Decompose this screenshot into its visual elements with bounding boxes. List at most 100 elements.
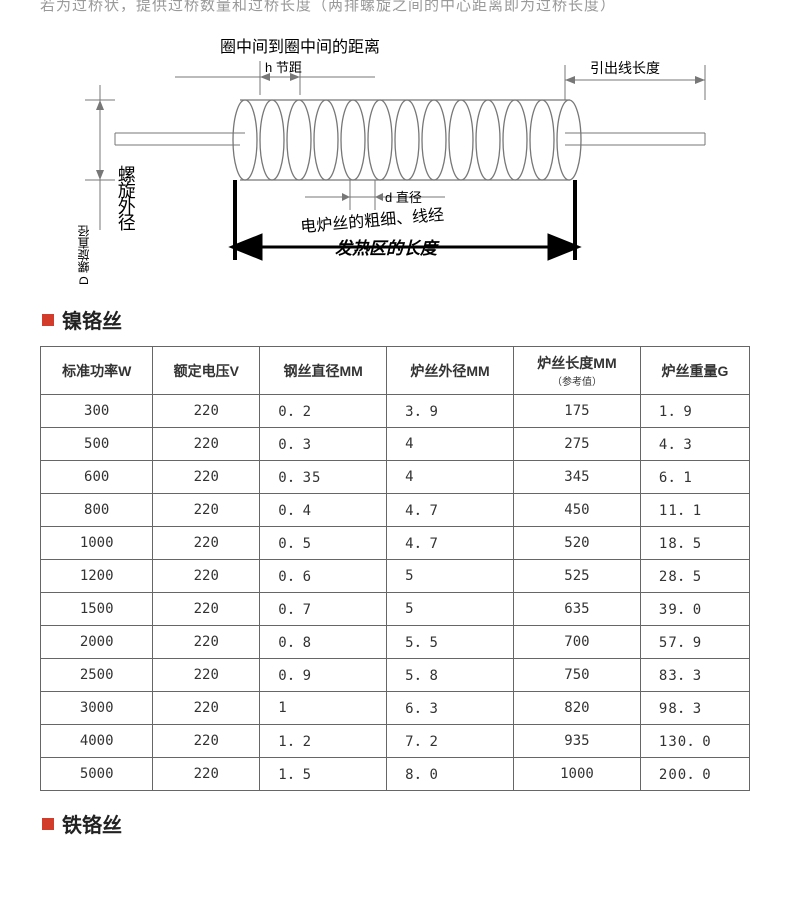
table-cell: 11．1 <box>640 494 749 527</box>
table-row: 15002200．7563539．0 <box>41 593 750 626</box>
table-cell: 220 <box>153 395 260 428</box>
section-title-text: 镍铬丝 <box>62 305 122 334</box>
col-header: 额定电压V <box>153 347 260 395</box>
col-header: 炉丝长度MM（参考值） <box>514 347 641 395</box>
table-cell: 0．5 <box>260 527 387 560</box>
table-cell: 5 <box>387 560 514 593</box>
table-cell: 1000 <box>41 527 153 560</box>
table-cell: 0．6 <box>260 560 387 593</box>
table-cell: 1．2 <box>260 725 387 758</box>
table-cell: 4．7 <box>387 527 514 560</box>
col-header: 钢丝直径MM <box>260 347 387 395</box>
spec-table: 标准功率W额定电压V钢丝直径MM炉丝外径MM炉丝长度MM（参考值）炉丝重量G 3… <box>40 346 750 791</box>
table-cell: 520 <box>514 527 641 560</box>
col-header: 炉丝重量G <box>640 347 749 395</box>
table-cell: 0．2 <box>260 395 387 428</box>
table-cell: 220 <box>153 593 260 626</box>
table-cell: 175 <box>514 395 641 428</box>
table-cell: 220 <box>153 626 260 659</box>
table-cell: 130．0 <box>640 725 749 758</box>
table-cell: 220 <box>153 527 260 560</box>
table-cell: 83．3 <box>640 659 749 692</box>
table-row: 5002200．342754．3 <box>41 428 750 461</box>
table-cell: 5000 <box>41 758 153 791</box>
table-cell: 935 <box>514 725 641 758</box>
table-cell: 220 <box>153 428 260 461</box>
label-D: D 螺旋直径 <box>75 225 92 285</box>
table-row: 8002200．44．745011．1 <box>41 494 750 527</box>
table-cell: 4000 <box>41 725 153 758</box>
section-fecr: 铁铬丝 <box>42 809 750 838</box>
col-header: 炉丝外径MM <box>387 347 514 395</box>
table-cell: 220 <box>153 758 260 791</box>
label-heat-zone: 发热区的长度 <box>335 234 437 259</box>
table-cell: 700 <box>514 626 641 659</box>
table-cell: 0．3 <box>260 428 387 461</box>
section-title-text: 铁铬丝 <box>62 809 122 838</box>
table-row: 25002200．95．875083．3 <box>41 659 750 692</box>
top-note: 若为过桥状，提供过桥数量和过桥长度（两排螺旋之间的中心距离即为过桥长度） <box>40 0 750 15</box>
table-cell: 220 <box>153 725 260 758</box>
table-cell: 3．9 <box>387 395 514 428</box>
table-row: 300022016．382098．3 <box>41 692 750 725</box>
table-cell: 0．8 <box>260 626 387 659</box>
table-cell: 18．5 <box>640 527 749 560</box>
table-cell: 98．3 <box>640 692 749 725</box>
table-cell: 1．5 <box>260 758 387 791</box>
table-cell: 1 <box>260 692 387 725</box>
coil-diagram: 圈中间到圈中间的距离 h 节距 引出线长度 D 螺旋直径 螺旋外径 d 直径 电… <box>45 25 745 285</box>
table-cell: 4 <box>387 428 514 461</box>
table-cell: 450 <box>514 494 641 527</box>
table-cell: 4．3 <box>640 428 749 461</box>
label-lead: 引出线长度 <box>590 58 660 78</box>
table-cell: 4 <box>387 461 514 494</box>
table-cell: 5．5 <box>387 626 514 659</box>
table-cell: 0．35 <box>260 461 387 494</box>
table-cell: 820 <box>514 692 641 725</box>
table-body: 3002200．23．91751．95002200．342754．3600220… <box>41 395 750 791</box>
table-cell: 1200 <box>41 560 153 593</box>
table-cell: 7．2 <box>387 725 514 758</box>
table-cell: 0．4 <box>260 494 387 527</box>
table-cell: 4．7 <box>387 494 514 527</box>
table-cell: 220 <box>153 659 260 692</box>
table-row: 50002201．58．01000200．0 <box>41 758 750 791</box>
bullet-icon <box>42 818 54 830</box>
col-subnote: （参考值） <box>518 373 636 388</box>
table-cell: 6．1 <box>640 461 749 494</box>
table-cell: 6．3 <box>387 692 514 725</box>
table-cell: 39．0 <box>640 593 749 626</box>
table-row: 20002200．85．570057．9 <box>41 626 750 659</box>
label-outer-dia: 螺旋外径 <box>115 165 135 229</box>
table-cell: 220 <box>153 560 260 593</box>
table-header-row: 标准功率W额定电压V钢丝直径MM炉丝外径MM炉丝长度MM（参考值）炉丝重量G <box>41 347 750 395</box>
table-cell: 500 <box>41 428 153 461</box>
label-top: 圈中间到圈中间的距离 <box>220 33 380 57</box>
table-cell: 750 <box>514 659 641 692</box>
table-row: 10002200．54．752018．5 <box>41 527 750 560</box>
table-cell: 525 <box>514 560 641 593</box>
table-cell: 300 <box>41 395 153 428</box>
table-cell: 600 <box>41 461 153 494</box>
table-cell: 800 <box>41 494 153 527</box>
table-cell: 635 <box>514 593 641 626</box>
table-row: 3002200．23．91751．9 <box>41 395 750 428</box>
table-cell: 8．0 <box>387 758 514 791</box>
table-cell: 200．0 <box>640 758 749 791</box>
table-cell: 1000 <box>514 758 641 791</box>
table-cell: 57．9 <box>640 626 749 659</box>
col-header: 标准功率W <box>41 347 153 395</box>
table-cell: 5．8 <box>387 659 514 692</box>
table-cell: 28．5 <box>640 560 749 593</box>
table-cell: 220 <box>153 494 260 527</box>
table-cell: 0．7 <box>260 593 387 626</box>
table-cell: 0．9 <box>260 659 387 692</box>
table-row: 12002200．6552528．5 <box>41 560 750 593</box>
label-pitch: h 节距 <box>265 57 302 76</box>
table-cell: 1500 <box>41 593 153 626</box>
table-cell: 275 <box>514 428 641 461</box>
table-cell: 220 <box>153 692 260 725</box>
table-row: 40002201．27．2935130．0 <box>41 725 750 758</box>
bullet-icon <box>42 314 54 326</box>
table-cell: 345 <box>514 461 641 494</box>
